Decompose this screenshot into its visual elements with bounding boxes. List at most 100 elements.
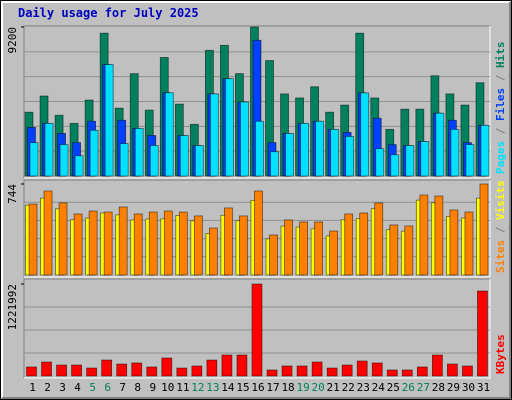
legend: Sites / Visits — [494, 180, 507, 273]
legend-entry: Sites — [494, 240, 507, 273]
bar — [270, 151, 279, 177]
x-tick-label: 6 — [104, 381, 111, 394]
bar — [134, 127, 144, 177]
x-tick-label: 28 — [432, 381, 445, 394]
panel-bevel — [24, 279, 491, 379]
legend-entry: KBytes — [494, 334, 507, 374]
bar — [119, 143, 129, 177]
bar — [255, 120, 264, 177]
bar — [71, 364, 82, 377]
bar — [118, 206, 128, 276]
bar — [28, 203, 38, 276]
bar — [345, 136, 355, 177]
bar — [59, 144, 69, 177]
bar — [462, 365, 473, 377]
x-tick-label: 18 — [281, 381, 294, 394]
bar — [404, 225, 414, 276]
bar — [224, 207, 233, 276]
x-tick-label: 25 — [387, 381, 400, 394]
bar — [401, 369, 413, 377]
bar — [315, 120, 325, 177]
bar — [405, 145, 415, 177]
bar — [251, 283, 263, 377]
y-tick-label: 1221992 — [6, 284, 19, 330]
bar — [236, 354, 248, 377]
bar — [416, 366, 428, 377]
bar — [240, 101, 249, 177]
bar — [161, 357, 173, 377]
x-tick-label: 4 — [74, 381, 81, 394]
bar — [88, 210, 98, 276]
bar — [194, 145, 204, 177]
x-tick-label: 22 — [342, 381, 355, 394]
bar — [209, 93, 219, 177]
legend-entry: Files — [494, 88, 507, 121]
bar — [386, 369, 398, 377]
bar — [311, 361, 323, 377]
bar — [221, 354, 233, 377]
bar — [103, 211, 113, 276]
bar — [148, 211, 158, 276]
bar — [73, 213, 83, 276]
x-tick-label: 21 — [327, 381, 340, 394]
bar — [89, 129, 99, 177]
bar — [225, 78, 234, 177]
x-tick-label: 17 — [266, 381, 279, 394]
x-tick-label: 2 — [44, 381, 51, 394]
bar — [420, 141, 430, 177]
chart-title: Daily usage for July 2025 — [18, 6, 199, 20]
legend-separator: / — [494, 220, 507, 240]
bar — [435, 112, 445, 177]
bar — [341, 364, 353, 377]
bar — [206, 359, 218, 377]
x-tick-label: 9 — [149, 381, 156, 394]
bar — [450, 128, 460, 177]
x-tick-label: 12 — [191, 381, 204, 394]
bar — [344, 213, 354, 276]
x-tick-label: 14 — [221, 381, 235, 394]
x-tick-label: 8 — [134, 381, 141, 394]
bar — [58, 202, 68, 276]
bar — [44, 122, 54, 177]
x-tick-label: 29 — [447, 381, 460, 394]
x-tick-label: 31 — [477, 381, 490, 394]
bar — [374, 202, 384, 276]
bar — [449, 209, 459, 276]
x-tick-label: 16 — [251, 381, 264, 394]
x-tick-label: 1 — [29, 381, 36, 394]
bar — [314, 221, 324, 276]
bar — [299, 221, 308, 276]
bar — [300, 122, 309, 177]
bar — [131, 362, 143, 377]
bar — [285, 133, 294, 177]
x-tick-label: 20 — [312, 381, 325, 394]
bar — [178, 211, 188, 276]
bar — [434, 195, 444, 276]
bar — [43, 190, 53, 276]
y-tick-label: 744 — [6, 184, 19, 204]
bar — [477, 290, 488, 377]
bar — [146, 366, 158, 377]
legend: Pages / Files / Hits — [494, 42, 507, 175]
legend-entry: Pages — [494, 141, 507, 174]
bar — [254, 190, 263, 276]
x-tick-label: 26 — [402, 381, 415, 394]
x-tick-label: 30 — [462, 381, 475, 394]
bar — [296, 365, 308, 377]
bar — [284, 219, 293, 276]
bar — [464, 211, 474, 276]
bar — [480, 124, 490, 177]
bar — [465, 144, 475, 177]
bar — [266, 369, 278, 377]
x-tick-label: 24 — [372, 381, 386, 394]
bar — [86, 367, 98, 377]
legend-separator: / — [494, 68, 507, 88]
x-tick-label: 19 — [296, 381, 309, 394]
bar — [26, 366, 37, 377]
bar — [326, 367, 338, 377]
bar — [390, 154, 400, 177]
x-tick-label: 10 — [161, 381, 174, 394]
